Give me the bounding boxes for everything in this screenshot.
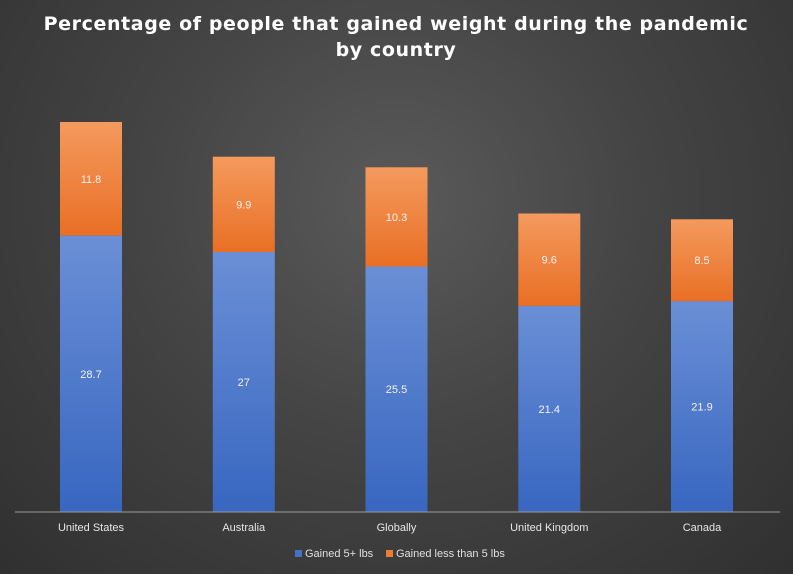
data-label-0-1: 27 [238, 377, 250, 389]
legend-swatch-1 [386, 550, 393, 557]
x-tick-label: United States [58, 522, 125, 534]
bar-gained-5plus-2 [365, 266, 428, 512]
x-tick-label: United Kingdom [510, 522, 588, 534]
data-label-1-0: 11.8 [81, 174, 102, 186]
chart-title-line-1: Percentage of people that gained weight … [44, 13, 749, 35]
bar-gained-less-5-3 [518, 213, 581, 306]
bar-gained-less-5-4 [671, 219, 733, 302]
data-label-1-1: 9.9 [236, 199, 251, 211]
legend-label-1: Gained less than 5 lbs [396, 548, 505, 560]
data-label-1-4: 8.5 [694, 255, 709, 267]
bar-gained-5plus-0 [60, 235, 122, 512]
bars-group: 28.7 11.8 27 9.9 25.5 10.3 21.4 9.6 21.9 8.5 [60, 122, 733, 512]
data-label-0-3: 21.4 [539, 404, 560, 416]
x-tick-label: Globally [377, 522, 417, 534]
bar-gained-5plus-4 [671, 301, 733, 512]
x-tick-label: Canada [683, 522, 722, 534]
bar-gained-less-5-2 [365, 167, 428, 267]
legend: Gained 5+ lbs Gained less than 5 lbs [295, 548, 505, 560]
x-tick-label: Australia [222, 522, 266, 534]
bar-gained-less-5-0 [60, 122, 122, 236]
data-label-0-2: 25.5 [386, 384, 407, 396]
chart-title-line-2: by country [336, 39, 457, 61]
legend-swatch-0 [295, 550, 302, 557]
data-label-0-4: 21.9 [691, 402, 712, 414]
x-tick-labels: United States Australia Globally United Kin… [58, 522, 722, 534]
data-label-0-0: 28.7 [80, 369, 101, 381]
bar-gained-5plus-3 [518, 305, 581, 512]
bar-gained-5plus-1 [212, 252, 275, 512]
data-label-1-2: 10.3 [386, 212, 407, 224]
legend-label-0: Gained 5+ lbs [305, 548, 374, 560]
data-label-1-3: 9.6 [542, 255, 557, 267]
bar-gained-less-5-1 [212, 156, 275, 252]
